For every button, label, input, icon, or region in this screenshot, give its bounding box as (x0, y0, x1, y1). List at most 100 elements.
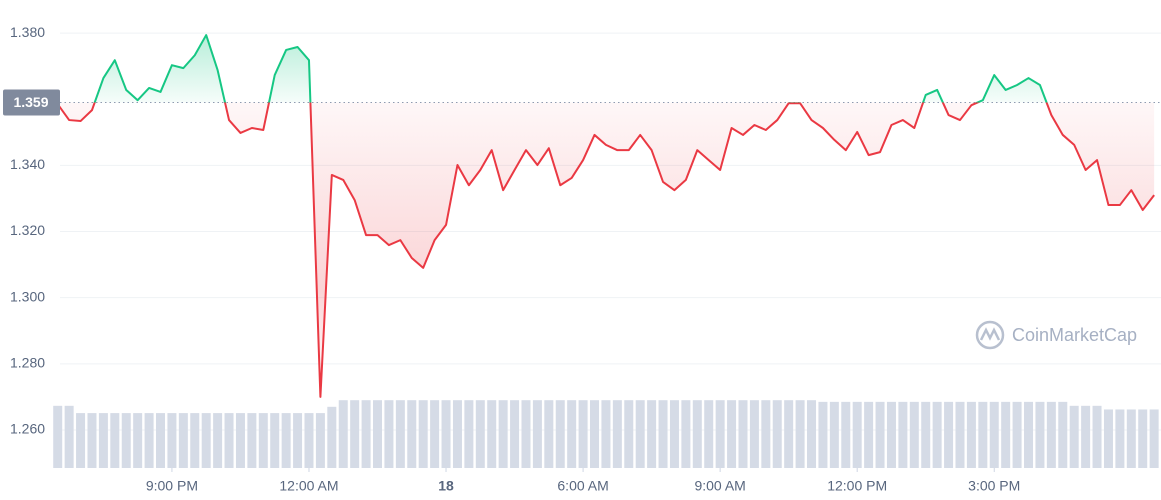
volume-bar (281, 413, 291, 468)
volume-bar (966, 401, 976, 468)
volume-bar (715, 400, 725, 468)
volume-bar (795, 400, 805, 468)
volume-bars (53, 400, 1159, 468)
volume-bar (213, 413, 223, 468)
volume-bar (418, 400, 428, 468)
volume-bar (1081, 405, 1091, 468)
volume-bar (578, 400, 588, 468)
x-tick-label: 9:00 PM (146, 478, 198, 494)
volume-bar (590, 400, 600, 468)
volume-bar (772, 400, 782, 468)
volume-bar (407, 400, 417, 468)
price-line (56, 34, 1155, 398)
volume-bar (761, 400, 771, 468)
volume-bar (293, 413, 303, 468)
volume-bar (647, 400, 657, 468)
volume-bar (224, 413, 234, 468)
volume-bar (361, 400, 371, 468)
volume-bar (156, 413, 166, 468)
x-tick-label: 9:00 AM (694, 478, 745, 494)
volume-bar (532, 400, 542, 468)
volume-bar (704, 400, 714, 468)
volume-bar (247, 413, 257, 468)
volume-bar (338, 400, 348, 468)
volume-bar (53, 405, 63, 468)
volume-bar (944, 401, 954, 468)
volume-bar (807, 400, 817, 468)
volume-bar (727, 400, 737, 468)
y-tick-label: 1.300 (10, 288, 45, 304)
volume-bar (1092, 405, 1102, 468)
volume-bar (441, 400, 451, 468)
price-area (57, 35, 1155, 397)
y-tick-label: 1.260 (10, 421, 45, 437)
volume-bar (384, 400, 394, 468)
volume-bar (1069, 405, 1079, 468)
volume-bar (1115, 409, 1125, 468)
y-tick-label: 1.280 (10, 355, 45, 371)
volume-bar (555, 400, 565, 468)
volume-bar (510, 400, 520, 468)
volume-bar (475, 400, 485, 468)
volume-bar (304, 413, 314, 468)
volume-bar (921, 401, 931, 468)
volume-bar (955, 401, 965, 468)
volume-bar (327, 406, 337, 468)
volume-bar (909, 401, 919, 468)
volume-bar (692, 400, 702, 468)
volume-bar (190, 413, 200, 468)
volume-bar (1126, 409, 1136, 468)
volume-bar (749, 400, 759, 468)
volume-bar (521, 400, 531, 468)
volume-bar (681, 400, 691, 468)
baseline-label-box (3, 89, 60, 116)
volume-bar (258, 413, 268, 468)
volume-bar (852, 401, 862, 468)
volume-bar (373, 400, 383, 468)
x-tick-label: 6:00 AM (557, 478, 608, 494)
volume-bar (567, 400, 577, 468)
volume-bar (350, 400, 360, 468)
volume-bar (544, 400, 554, 468)
volume-bar (932, 401, 942, 468)
volume-bar (1058, 401, 1068, 468)
volume-bar (1103, 409, 1113, 468)
volume-bar (612, 400, 622, 468)
volume-bar (395, 400, 405, 468)
volume-bar (864, 401, 874, 468)
grid (60, 32, 1161, 431)
x-tick-label: 12:00 PM (827, 478, 887, 494)
volume-bar (452, 400, 462, 468)
baseline-label: 1.359 (13, 94, 48, 110)
axes: 1.260 1.280 1.300 1.320 1.340 1.380 9:00 PM 12:… (3, 24, 1020, 494)
volume-bar (464, 400, 474, 468)
volume-bar (144, 413, 154, 468)
volume-bar (635, 400, 645, 468)
y-tick-label: 1.340 (10, 156, 45, 172)
volume-bar (235, 413, 245, 468)
volume-bar (167, 413, 177, 468)
volume-bar (76, 413, 86, 468)
volume-bar (829, 401, 839, 468)
volume-bar (818, 401, 828, 468)
volume-bar (624, 400, 634, 468)
volume-bar (898, 401, 908, 468)
volume-bar (1046, 401, 1056, 468)
volume-bar (98, 413, 108, 468)
volume-bar (498, 400, 508, 468)
watermark-text: CoinMarketCap (1012, 325, 1137, 345)
volume-bar (487, 400, 497, 468)
volume-bar (64, 405, 74, 468)
volume-bar (430, 400, 440, 468)
volume-bar (658, 400, 668, 468)
watermark: CoinMarketCap (975, 320, 1137, 350)
volume-bar (110, 413, 120, 468)
volume-bar (1149, 409, 1159, 468)
plot (56, 34, 1161, 398)
x-tick-label: 3:00 PM (968, 478, 1020, 494)
volume-bar (875, 401, 885, 468)
volume-bar (1001, 401, 1011, 468)
volume-bar (886, 401, 896, 468)
volume-bar (784, 400, 794, 468)
watermark-logo (975, 320, 1005, 350)
